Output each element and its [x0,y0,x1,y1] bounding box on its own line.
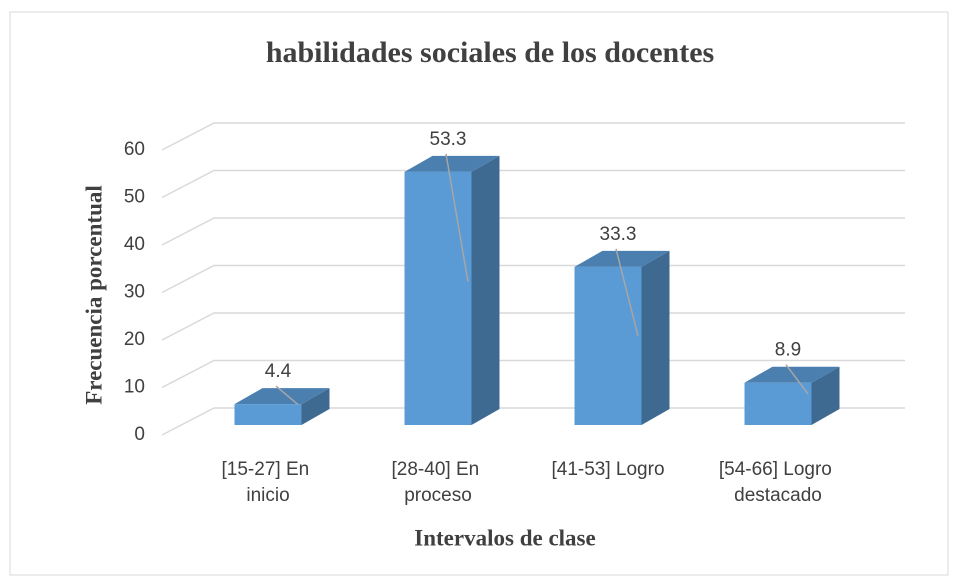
y-axis-title: Frecuencia porcentual [81,185,106,405]
bar-top [404,155,500,172]
x-tick-label: [41-53] Logro [551,459,664,480]
y-tick-label: 60 [124,139,145,160]
leader-line [445,153,469,282]
leader-line [785,364,809,395]
grid-line [161,264,905,294]
y-tick-label: 40 [124,234,145,255]
data-label: 53.3 [430,129,467,150]
x-tick-label: [28-40] En proceso [392,459,485,506]
bar [574,266,642,425]
bar-top [234,388,330,405]
chart-title: habilidades sociales de los docentes [266,36,714,69]
bar-side [811,366,840,425]
y-tick-label: 50 [124,187,145,208]
bar-top [744,366,840,383]
grid-line [161,359,905,389]
y-tick-label: 30 [124,282,145,303]
data-label: 33.3 [600,224,637,245]
x-axis-title: Intervalos de clase [414,525,595,550]
grid-line [161,169,905,199]
grid-line [161,217,905,246]
grid-line [161,122,905,151]
data-label: 4.4 [265,361,292,382]
bar-side [301,388,330,425]
y-tick-label: 20 [124,329,145,350]
data-label: 8.9 [775,340,801,361]
bar-top [574,250,670,267]
y-tick-label: 0 [134,424,145,445]
leader-line [615,248,639,337]
x-tick-label: [15-27] En inicio [222,459,315,506]
grid-line [161,407,905,436]
y-tick-label: 10 [124,377,145,398]
bar-side [641,250,670,425]
x-tick-label: [54-66] Logro destacado [719,459,837,506]
bar [744,382,812,425]
leader-line [275,385,299,406]
grid-line [161,312,905,341]
bar [234,404,302,425]
bar [404,171,472,425]
bar-side [471,155,500,425]
